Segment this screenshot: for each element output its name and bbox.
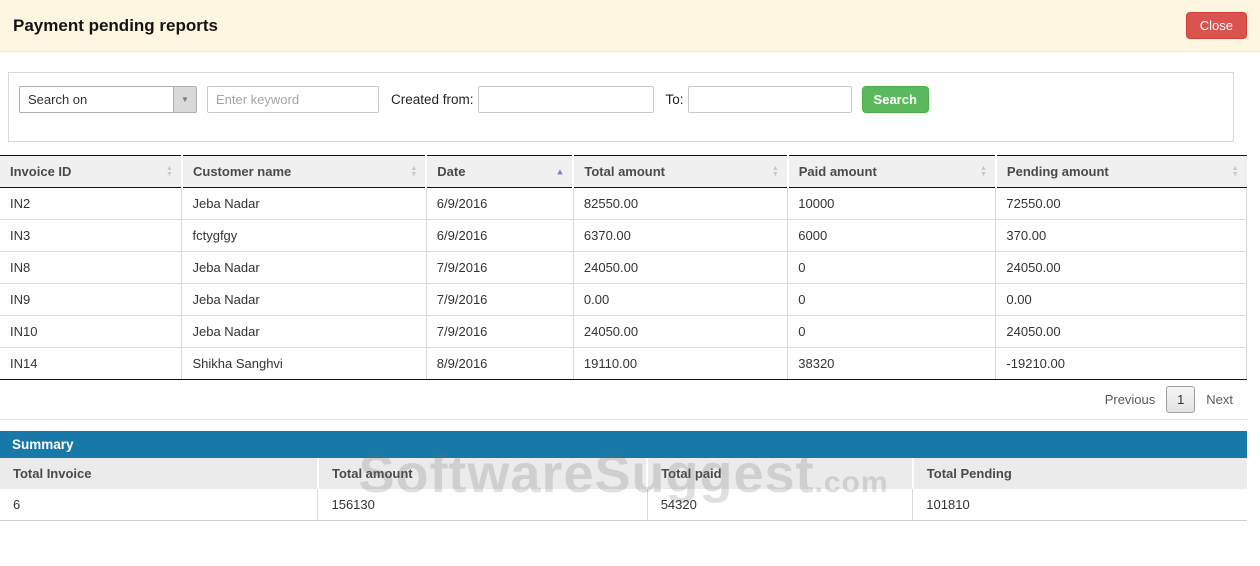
table-row: IN9 Jeba Nadar 7/9/2016 0.00 0 0.00 xyxy=(0,284,1247,316)
cell-date: 8/9/2016 xyxy=(426,348,573,380)
summary-col-total-invoice: Total Invoice xyxy=(0,458,318,489)
close-button[interactable]: Close xyxy=(1186,12,1247,39)
previous-page-button[interactable]: Previous xyxy=(1105,392,1156,407)
cell-customer-name: Jeba Nadar xyxy=(182,188,426,220)
summary-values-row: 6 156130 54320 101810 xyxy=(0,489,1247,521)
cell-invoice-id: IN8 xyxy=(0,252,182,284)
summary-body: 6 156130 54320 101810 xyxy=(0,489,1247,521)
column-header-invoice-id[interactable]: Invoice ID ▲▼ xyxy=(0,156,182,188)
summary-title: Summary xyxy=(12,437,74,452)
page-title: Payment pending reports xyxy=(13,16,218,36)
sort-icon[interactable]: ▲▼ xyxy=(980,166,987,178)
sort-icon[interactable]: ▲▼ xyxy=(166,166,173,178)
column-header-pending-amount[interactable]: Pending amount ▲▼ xyxy=(996,156,1247,188)
created-from-label: Created from: xyxy=(391,92,474,107)
cell-paid-amount: 38320 xyxy=(788,348,996,380)
chevron-down-icon[interactable]: ▼ xyxy=(173,87,196,112)
summary-total-paid-value: 54320 xyxy=(647,489,913,521)
cell-customer-name: Jeba Nadar xyxy=(182,252,426,284)
cell-pending-amount: -19210.00 xyxy=(996,348,1247,380)
sort-icon[interactable]: ▲▼ xyxy=(772,166,779,178)
table-row: IN8 Jeba Nadar 7/9/2016 24050.00 0 24050… xyxy=(0,252,1247,284)
cell-total-amount: 6370.00 xyxy=(573,220,787,252)
cell-total-amount: 19110.00 xyxy=(573,348,787,380)
summary-col-total-amount: Total amount xyxy=(318,458,647,489)
created-from-input[interactable] xyxy=(478,86,654,113)
next-page-button[interactable]: Next xyxy=(1206,392,1233,407)
cell-total-amount: 82550.00 xyxy=(573,188,787,220)
cell-date: 7/9/2016 xyxy=(426,284,573,316)
pagination: Previous 1 Next xyxy=(0,380,1247,420)
cell-date: 7/9/2016 xyxy=(426,316,573,348)
table-row: IN10 Jeba Nadar 7/9/2016 24050.00 0 2405… xyxy=(0,316,1247,348)
search-on-select[interactable]: Search on ▼ xyxy=(19,86,197,113)
sort-icon[interactable]: ▲▼ xyxy=(1232,166,1239,178)
summary-total-amount-value: 156130 xyxy=(318,489,647,521)
cell-total-amount: 24050.00 xyxy=(573,252,787,284)
summary-col-total-pending: Total Pending xyxy=(913,458,1247,489)
table-header: Invoice ID ▲▼ Customer name ▲▼ Date ▲ To… xyxy=(0,156,1247,188)
summary-header-row: Total Invoice Total amount Total paid To… xyxy=(0,458,1247,489)
cell-pending-amount: 72550.00 xyxy=(996,188,1247,220)
cell-customer-name: fctygfgy xyxy=(182,220,426,252)
column-header-customer-name[interactable]: Customer name ▲▼ xyxy=(182,156,426,188)
cell-invoice-id: IN2 xyxy=(0,188,182,220)
column-header-paid-amount[interactable]: Paid amount ▲▼ xyxy=(788,156,996,188)
summary-title-bar: Summary xyxy=(0,431,1247,458)
cell-customer-name: Jeba Nadar xyxy=(182,284,426,316)
cell-pending-amount: 370.00 xyxy=(996,220,1247,252)
cell-date: 7/9/2016 xyxy=(426,252,573,284)
cell-paid-amount: 0 xyxy=(788,316,996,348)
page-number-button[interactable]: 1 xyxy=(1166,386,1195,413)
search-panel: Search on ▼ Created from: To: Search xyxy=(8,72,1234,142)
cell-date: 6/9/2016 xyxy=(426,220,573,252)
cell-paid-amount: 6000 xyxy=(788,220,996,252)
search-on-selected-value: Search on xyxy=(20,87,173,112)
cell-total-amount: 24050.00 xyxy=(573,316,787,348)
summary-header: Total Invoice Total amount Total paid To… xyxy=(0,458,1247,489)
created-to-input[interactable] xyxy=(688,86,852,113)
cell-pending-amount: 24050.00 xyxy=(996,316,1247,348)
cell-paid-amount: 10000 xyxy=(788,188,996,220)
table-row: IN3 fctygfgy 6/9/2016 6370.00 6000 370.0… xyxy=(0,220,1247,252)
summary-section: Summary Total Invoice Total amount Total… xyxy=(0,431,1247,521)
summary-total-invoice-value: 6 xyxy=(0,489,318,521)
cell-total-amount: 0.00 xyxy=(573,284,787,316)
cell-customer-name: Shikha Sanghvi xyxy=(182,348,426,380)
page-header: Payment pending reports Close xyxy=(0,0,1260,52)
cell-invoice-id: IN3 xyxy=(0,220,182,252)
cell-paid-amount: 0 xyxy=(788,284,996,316)
search-button[interactable]: Search xyxy=(862,86,929,113)
sort-ascending-icon[interactable]: ▲ xyxy=(555,167,564,176)
table-row: IN14 Shikha Sanghvi 8/9/2016 19110.00 38… xyxy=(0,348,1247,380)
cell-paid-amount: 0 xyxy=(788,252,996,284)
cell-invoice-id: IN10 xyxy=(0,316,182,348)
cell-pending-amount: 24050.00 xyxy=(996,252,1247,284)
cell-customer-name: Jeba Nadar xyxy=(182,316,426,348)
column-header-date[interactable]: Date ▲ xyxy=(426,156,573,188)
cell-invoice-id: IN9 xyxy=(0,284,182,316)
sort-icon[interactable]: ▲▼ xyxy=(410,166,417,178)
keyword-input[interactable] xyxy=(207,86,379,113)
summary-col-total-paid: Total paid xyxy=(647,458,913,489)
cell-date: 6/9/2016 xyxy=(426,188,573,220)
table-row: IN2 Jeba Nadar 6/9/2016 82550.00 10000 7… xyxy=(0,188,1247,220)
pending-reports-table: Invoice ID ▲▼ Customer name ▲▼ Date ▲ To… xyxy=(0,155,1247,380)
table-header-row: Invoice ID ▲▼ Customer name ▲▼ Date ▲ To… xyxy=(0,156,1247,188)
summary-total-pending-value: 101810 xyxy=(913,489,1247,521)
cell-invoice-id: IN14 xyxy=(0,348,182,380)
summary-table: Total Invoice Total amount Total paid To… xyxy=(0,458,1247,521)
search-controls-row: Search on ▼ Created from: To: Search xyxy=(19,86,1223,113)
column-header-total-amount[interactable]: Total amount ▲▼ xyxy=(573,156,787,188)
cell-pending-amount: 0.00 xyxy=(996,284,1247,316)
table-body: IN2 Jeba Nadar 6/9/2016 82550.00 10000 7… xyxy=(0,188,1247,380)
to-label: To: xyxy=(666,92,684,107)
